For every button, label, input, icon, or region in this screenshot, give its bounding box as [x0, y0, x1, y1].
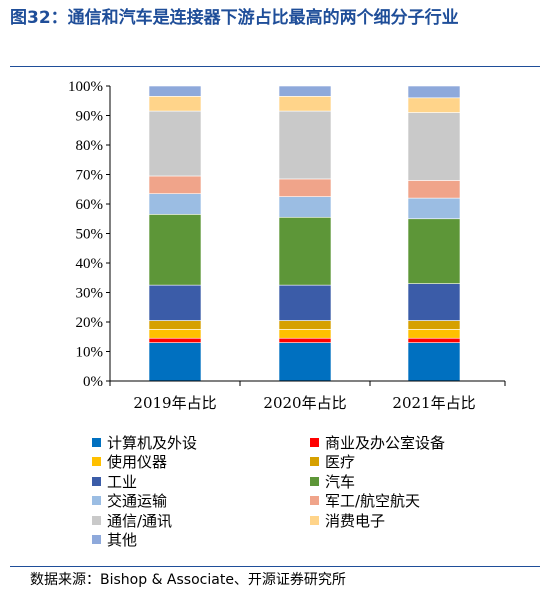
- y-axis: 0% 10% 20% 30% 40% 50% 60% 70% 80% 90% 100%: [68, 79, 111, 390]
- bar-segment: [148, 284, 202, 321]
- legend-label: 工业: [107, 472, 138, 491]
- title-divider: [10, 66, 540, 67]
- legend-swatch: [92, 437, 101, 447]
- legend-item: 军工/航空航天: [310, 491, 420, 511]
- legend-swatch: [310, 437, 319, 447]
- bar-segment: [278, 320, 332, 330]
- y-tick-label: 60%: [76, 197, 104, 213]
- bar-segment: [278, 284, 332, 321]
- footer-divider: [10, 566, 540, 567]
- bar-segment: [407, 197, 461, 220]
- bar-segment: [407, 85, 461, 99]
- x-axis: 2019年占比 2020年占比 2021年占比: [109, 380, 506, 412]
- bar-segment: [407, 112, 461, 181]
- bar-segment: [407, 97, 461, 113]
- y-tick-label: 0%: [83, 374, 103, 390]
- legend-label: 使用仪器: [107, 453, 168, 471]
- y-tick-label: 30%: [76, 286, 104, 302]
- bar-segment: [407, 337, 461, 343]
- legend-swatch: [310, 496, 319, 505]
- legend-label: 消费电子: [325, 511, 386, 530]
- bar-segment: [148, 85, 202, 97]
- source-note: 数据来源：Bishop & Associate、开源证券研究所: [30, 572, 346, 588]
- bar-segment: [407, 218, 461, 284]
- y-tick-label: 90%: [76, 109, 104, 125]
- bar-segment: [407, 320, 461, 330]
- y-tick-label: 70%: [76, 168, 104, 184]
- y-tick-label: 20%: [76, 315, 104, 331]
- legend-label: 汽车: [325, 472, 356, 491]
- x-tick-label: 2019年占比: [133, 394, 216, 412]
- bars: [148, 85, 461, 382]
- y-tick-label: 10%: [76, 345, 104, 361]
- legend-item: 计算机及外设: [92, 432, 197, 452]
- bar-segment: [278, 178, 332, 197]
- legend-item: 其他: [92, 530, 137, 550]
- bar-segment: [278, 342, 332, 382]
- x-tick-label: 2020年占比: [263, 394, 346, 412]
- legend-swatch: [310, 457, 319, 466]
- bar-segment: [148, 193, 202, 215]
- bar-segment: [148, 214, 202, 286]
- legend-item: 消费电子: [310, 510, 385, 530]
- legend-swatch: [92, 496, 101, 505]
- legend-swatch: [310, 476, 319, 486]
- legend-item: 医疗: [310, 452, 355, 472]
- x-tick-label: 2021年占比: [392, 394, 475, 412]
- legend-swatch: [92, 535, 101, 544]
- bar-segment: [407, 329, 461, 339]
- y-tick-label: 80%: [76, 138, 104, 154]
- stacked-bar-chart: 0% 10% 20% 30% 40% 50% 60% 70% 80% 90% 100% 2019年占…: [68, 79, 506, 412]
- legend-label: 计算机及外设: [107, 433, 198, 452]
- legend-item: 商业及办公室设备: [310, 432, 445, 452]
- y-tick-label: 40%: [76, 256, 104, 272]
- figure-title: 图32：通信和汽车是连接器下游占比最高的两个细分子行业: [10, 8, 459, 28]
- bar-segment: [148, 110, 202, 177]
- bar-segment: [407, 180, 461, 199]
- legend-item: 汽车: [310, 471, 355, 491]
- bar-segment: [278, 96, 332, 112]
- bar-segment: [407, 283, 461, 321]
- legend-swatch: [92, 457, 101, 466]
- legend-swatch: [310, 515, 319, 525]
- y-tick-label: 50%: [76, 227, 104, 243]
- legend-swatch: [92, 476, 101, 486]
- legend-item: 通信/通讯: [92, 510, 172, 530]
- legend-item: 交通运输: [92, 491, 167, 511]
- bar-segment: [148, 175, 202, 194]
- bar-segment: [148, 96, 202, 112]
- legend-item: 工业: [92, 471, 137, 491]
- bar-segment: [148, 320, 202, 330]
- bar-segment: [278, 85, 332, 97]
- legend-swatch: [92, 515, 101, 525]
- bar-segment: [278, 216, 332, 286]
- legend-label: 其他: [107, 531, 138, 549]
- legend-label: 交通运输: [107, 492, 168, 510]
- bar-segment: [148, 342, 202, 382]
- legend-label: 商业及办公室设备: [325, 433, 446, 452]
- bar-segment: [148, 337, 202, 343]
- y-tick-label: 100%: [68, 79, 103, 95]
- legend-label: 医疗: [325, 453, 356, 471]
- bar-segment: [278, 337, 332, 343]
- bar-segment: [278, 110, 332, 180]
- bar-segment: [278, 196, 332, 218]
- bar-segment: [407, 342, 461, 382]
- legend-item: 使用仪器: [92, 452, 167, 472]
- bar-segment: [278, 329, 332, 339]
- legend-label: 军工/航空航天: [325, 492, 421, 510]
- legend-label: 通信/通讯: [107, 511, 173, 530]
- bar-segment: [148, 329, 202, 339]
